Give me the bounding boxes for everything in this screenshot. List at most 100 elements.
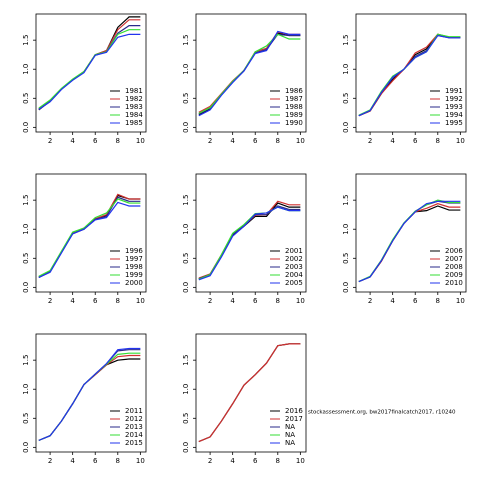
x-tick-label: 2 [208, 297, 212, 305]
y-tick-label: 0.0 [182, 282, 190, 293]
y-tick-label: 0.5 [342, 253, 350, 264]
y-tick-label: 1.0 [22, 224, 30, 235]
legend-label: 1986 [285, 87, 303, 95]
x-tick-label: 4 [70, 137, 75, 145]
legend-label: 2005 [285, 279, 303, 287]
x-tick-label: 10 [136, 457, 145, 465]
x-tick-label: 8 [116, 297, 120, 305]
x-tick-label: 2 [48, 297, 52, 305]
legend-label: 1987 [285, 95, 303, 103]
plot-frame [355, 173, 467, 293]
legend-label: NA [285, 431, 295, 439]
y-tick-label: 0.0 [182, 442, 190, 453]
legend-label: 1999 [125, 271, 143, 279]
x-tick-label: 4 [390, 297, 395, 305]
y-tick-label: 0.5 [182, 253, 190, 264]
legend-label: 1982 [125, 95, 143, 103]
legend-label: 1983 [125, 103, 143, 111]
legend-label: 1985 [125, 119, 143, 127]
x-tick-label: 6 [93, 297, 98, 305]
data-line [38, 347, 141, 441]
y-tick-label: 1.5 [182, 35, 190, 46]
data-line [38, 33, 141, 110]
x-tick-label: 6 [253, 137, 258, 145]
legend-label: 2008 [445, 263, 463, 271]
y-tick-label: 0.5 [22, 253, 30, 264]
y-tick-label: 1.5 [22, 195, 30, 206]
x-tick-label: 8 [116, 137, 120, 145]
x-tick-label: 6 [93, 457, 98, 465]
plot-frame [35, 173, 147, 293]
y-tick-label: 0.0 [342, 122, 350, 133]
y-tick-label: 0.0 [182, 122, 190, 133]
legend-label: NA [285, 423, 295, 431]
legend-label: 1996 [125, 247, 143, 255]
plot-frame [35, 333, 147, 453]
legend-label: 2011 [125, 407, 143, 415]
x-tick-label: 2 [368, 297, 372, 305]
plot-frame [195, 333, 307, 453]
plot-frame [355, 13, 467, 133]
x-tick-label: 8 [276, 297, 280, 305]
x-tick-label: 4 [230, 137, 235, 145]
x-tick-label: 2 [48, 457, 52, 465]
x-tick-label: 4 [230, 457, 235, 465]
y-tick-label: 0.0 [22, 122, 30, 133]
legend-label: 2015 [125, 439, 143, 447]
y-tick-label: 0.5 [22, 413, 30, 424]
x-tick-label: 10 [456, 297, 465, 305]
x-tick-label: 2 [208, 457, 212, 465]
y-tick-label: 1.5 [342, 35, 350, 46]
legend-label: 2010 [445, 279, 463, 287]
legend-label: 1981 [125, 87, 143, 95]
y-tick-label: 1.0 [182, 224, 190, 235]
legend-label: NA [285, 439, 295, 447]
legend-label: 2001 [285, 247, 303, 255]
legend-label: 2007 [445, 255, 463, 263]
y-tick-label: 1.0 [182, 384, 190, 395]
plot-frame [35, 13, 147, 133]
x-tick-label: 6 [253, 457, 258, 465]
y-tick-label: 1.5 [182, 195, 190, 206]
legend-label: 2003 [285, 263, 303, 271]
x-tick-label: 6 [253, 297, 258, 305]
y-tick-label: 0.5 [182, 413, 190, 424]
data-line [198, 206, 301, 281]
x-tick-label: 8 [436, 297, 440, 305]
y-tick-label: 0.0 [22, 442, 30, 453]
legend-label: 1998 [125, 263, 143, 271]
x-tick-label: 4 [70, 457, 75, 465]
x-tick-label: 6 [413, 137, 418, 145]
plot-frame [195, 13, 307, 133]
data-line [198, 343, 301, 443]
legend-label: 2002 [285, 255, 303, 263]
plot-frame [195, 173, 307, 293]
legend-label: 1989 [285, 111, 303, 119]
x-tick-label: 10 [136, 297, 145, 305]
legend-label: 1988 [285, 103, 303, 111]
x-tick-label: 8 [116, 457, 120, 465]
legend-label: 1995 [445, 119, 463, 127]
y-tick-label: 1.0 [342, 64, 350, 75]
annotation: stockassessment.org, bw2017finalcatch201… [308, 410, 456, 416]
data-line [198, 33, 301, 114]
legend-label: 2009 [445, 271, 463, 279]
legend-label: 2000 [125, 279, 143, 287]
data-line [358, 34, 461, 117]
legend-label: 2017 [285, 415, 303, 423]
legend-label: 1984 [125, 111, 143, 119]
x-tick-label: 10 [296, 457, 305, 465]
legend-label: 2006 [445, 247, 463, 255]
x-tick-label: 4 [230, 297, 235, 305]
x-tick-label: 8 [276, 137, 280, 145]
x-tick-label: 4 [390, 137, 395, 145]
y-tick-label: 0.5 [22, 93, 30, 104]
data-line [358, 200, 461, 283]
y-tick-label: 0.0 [342, 282, 350, 293]
legend-label: 1997 [125, 255, 143, 263]
legend-label: 1993 [445, 103, 463, 111]
x-tick-label: 8 [436, 137, 440, 145]
legend-label: 2004 [285, 271, 303, 279]
legend-label: 1994 [445, 111, 463, 119]
